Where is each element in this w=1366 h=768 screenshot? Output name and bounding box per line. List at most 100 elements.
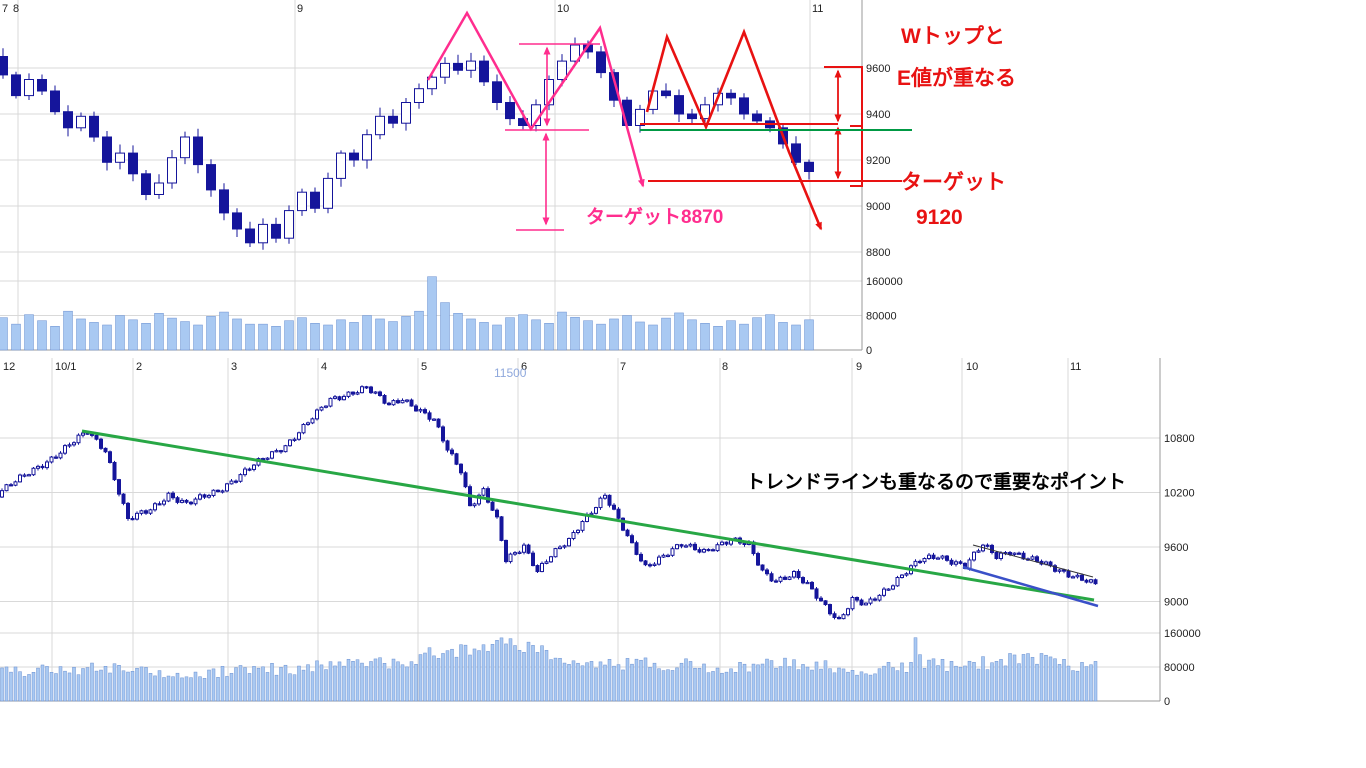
volume-bar bbox=[90, 662, 94, 702]
volume-bar bbox=[175, 672, 180, 702]
candle bbox=[45, 461, 49, 469]
volume-bar bbox=[724, 671, 729, 702]
volume-bar bbox=[36, 667, 40, 702]
candle bbox=[427, 76, 437, 90]
candle bbox=[477, 494, 481, 505]
volume-bar bbox=[288, 673, 292, 702]
volume-bar bbox=[0, 317, 8, 351]
candle bbox=[22, 474, 27, 477]
volume-bar bbox=[297, 317, 307, 351]
candle bbox=[1066, 570, 1071, 578]
candle bbox=[459, 463, 463, 474]
volume-bar bbox=[635, 321, 645, 351]
candle bbox=[549, 556, 553, 563]
volume-bar bbox=[891, 667, 895, 702]
volume-bar bbox=[679, 662, 684, 702]
candle bbox=[166, 492, 171, 502]
candle bbox=[603, 494, 607, 499]
volume-bar bbox=[355, 659, 360, 702]
volume-bar bbox=[931, 658, 936, 702]
volume-bar bbox=[490, 644, 495, 702]
volume-bar bbox=[319, 664, 324, 702]
volume-bar bbox=[594, 667, 598, 702]
volume-bar bbox=[499, 637, 504, 702]
volume-bar bbox=[522, 652, 526, 702]
annotation-polyline bbox=[426, 10, 645, 188]
volume-bar bbox=[13, 666, 18, 702]
volume-bar bbox=[738, 662, 742, 702]
candle bbox=[328, 397, 333, 407]
volume-bar bbox=[1075, 670, 1080, 702]
candle bbox=[490, 501, 495, 511]
candle bbox=[900, 574, 904, 579]
volume-bar bbox=[463, 644, 468, 702]
candle bbox=[180, 499, 184, 503]
candle bbox=[409, 399, 414, 407]
volume-bar bbox=[193, 671, 198, 702]
candle bbox=[567, 538, 571, 547]
candle bbox=[167, 157, 177, 184]
volume-bar bbox=[643, 657, 648, 702]
candle bbox=[895, 577, 900, 587]
candle bbox=[229, 480, 234, 485]
candle bbox=[1089, 579, 1093, 583]
volume-bar bbox=[666, 669, 670, 702]
volume-bar bbox=[607, 659, 612, 702]
volume-bar bbox=[544, 323, 554, 351]
volume-bar bbox=[609, 318, 619, 351]
volume-bar bbox=[310, 671, 315, 702]
red-note-line1: Wトップと bbox=[901, 25, 1005, 48]
volume-bar bbox=[657, 668, 661, 702]
candle bbox=[1084, 579, 1089, 583]
candle bbox=[171, 492, 175, 499]
volume-bar bbox=[202, 678, 207, 702]
volume-bar bbox=[270, 663, 274, 702]
candle bbox=[706, 548, 711, 552]
candle bbox=[234, 480, 238, 483]
volume-bar bbox=[711, 671, 715, 702]
candle bbox=[823, 600, 828, 606]
candle bbox=[635, 108, 645, 127]
candle bbox=[432, 418, 436, 421]
candle bbox=[868, 598, 873, 604]
volume-bar bbox=[391, 658, 396, 702]
candle bbox=[382, 395, 387, 404]
volume-bar bbox=[346, 658, 351, 702]
candle bbox=[139, 510, 144, 514]
candle bbox=[639, 553, 643, 562]
candle bbox=[958, 561, 963, 564]
candle bbox=[0, 56, 8, 76]
candle bbox=[832, 613, 837, 618]
volume-bar bbox=[9, 671, 13, 702]
volume-bar bbox=[54, 673, 58, 702]
volume-bar bbox=[85, 667, 90, 702]
candle bbox=[184, 499, 189, 503]
candle bbox=[715, 544, 720, 552]
candle bbox=[990, 544, 994, 553]
candle bbox=[245, 228, 255, 244]
volume-bar bbox=[468, 654, 472, 702]
candle bbox=[207, 494, 211, 498]
volume-bar bbox=[742, 663, 747, 702]
volume-bar bbox=[1026, 653, 1030, 702]
candle bbox=[63, 111, 73, 129]
volume-bar bbox=[382, 663, 387, 702]
candle bbox=[670, 548, 675, 556]
volume-bar bbox=[639, 659, 643, 702]
volume-bar bbox=[11, 323, 21, 351]
candle bbox=[778, 576, 783, 582]
candle bbox=[401, 102, 411, 124]
candle bbox=[688, 543, 693, 547]
candle bbox=[589, 512, 594, 516]
volume-bar bbox=[661, 317, 671, 351]
candle bbox=[58, 452, 63, 459]
candle bbox=[284, 210, 294, 239]
candle bbox=[1017, 552, 1021, 555]
candle bbox=[306, 422, 310, 425]
candle bbox=[414, 88, 424, 103]
candle bbox=[99, 438, 103, 449]
candle bbox=[553, 548, 558, 558]
volume-bar bbox=[765, 658, 769, 702]
volume-bar bbox=[405, 666, 409, 702]
